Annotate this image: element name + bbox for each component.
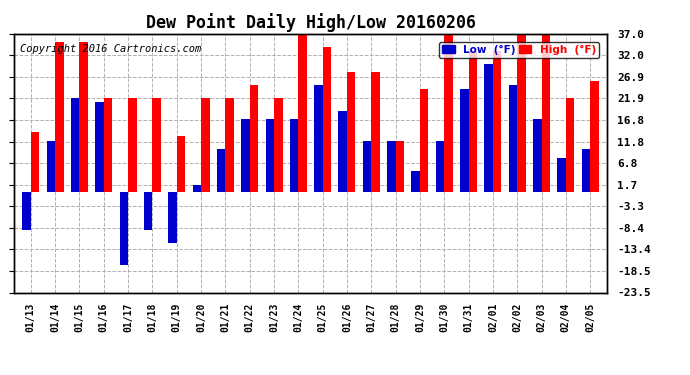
Bar — [177, 136, 185, 192]
Bar — [460, 89, 469, 192]
Bar — [152, 98, 161, 192]
Bar — [436, 141, 444, 192]
Bar — [558, 158, 566, 192]
Bar — [484, 64, 493, 192]
Bar — [79, 42, 88, 192]
Text: Copyright 2016 Cartronics.com: Copyright 2016 Cartronics.com — [20, 44, 201, 54]
Bar — [542, 34, 550, 192]
Bar — [420, 89, 428, 192]
Bar — [104, 98, 112, 192]
Bar — [469, 51, 477, 192]
Bar — [363, 141, 371, 192]
Bar — [395, 141, 404, 192]
Bar — [444, 34, 453, 192]
Bar — [31, 132, 39, 192]
Bar — [411, 171, 420, 192]
Title: Dew Point Daily High/Low 20160206: Dew Point Daily High/Low 20160206 — [146, 13, 475, 32]
Bar — [119, 192, 128, 265]
Bar — [347, 72, 355, 192]
Bar — [274, 98, 282, 192]
Bar — [371, 72, 380, 192]
Bar — [582, 149, 590, 192]
Bar — [71, 98, 79, 192]
Bar — [323, 46, 331, 192]
Bar — [250, 85, 258, 192]
Bar — [144, 192, 152, 231]
Bar — [566, 98, 574, 192]
Bar — [314, 85, 323, 192]
Bar — [226, 98, 234, 192]
Bar — [509, 85, 518, 192]
Bar — [22, 192, 31, 231]
Bar — [266, 119, 274, 192]
Bar — [339, 111, 347, 192]
Bar — [128, 98, 137, 192]
Bar — [290, 119, 298, 192]
Bar — [590, 81, 599, 192]
Legend: Low  (°F), High  (°F): Low (°F), High (°F) — [440, 42, 599, 58]
Bar — [493, 51, 502, 192]
Bar — [193, 185, 201, 192]
Bar — [387, 141, 395, 192]
Bar — [241, 119, 250, 192]
Bar — [533, 119, 542, 192]
Bar — [168, 192, 177, 243]
Bar — [298, 34, 307, 192]
Bar — [518, 34, 526, 192]
Bar — [95, 102, 104, 192]
Bar — [55, 42, 63, 192]
Bar — [201, 98, 210, 192]
Bar — [217, 149, 226, 192]
Bar — [47, 141, 55, 192]
